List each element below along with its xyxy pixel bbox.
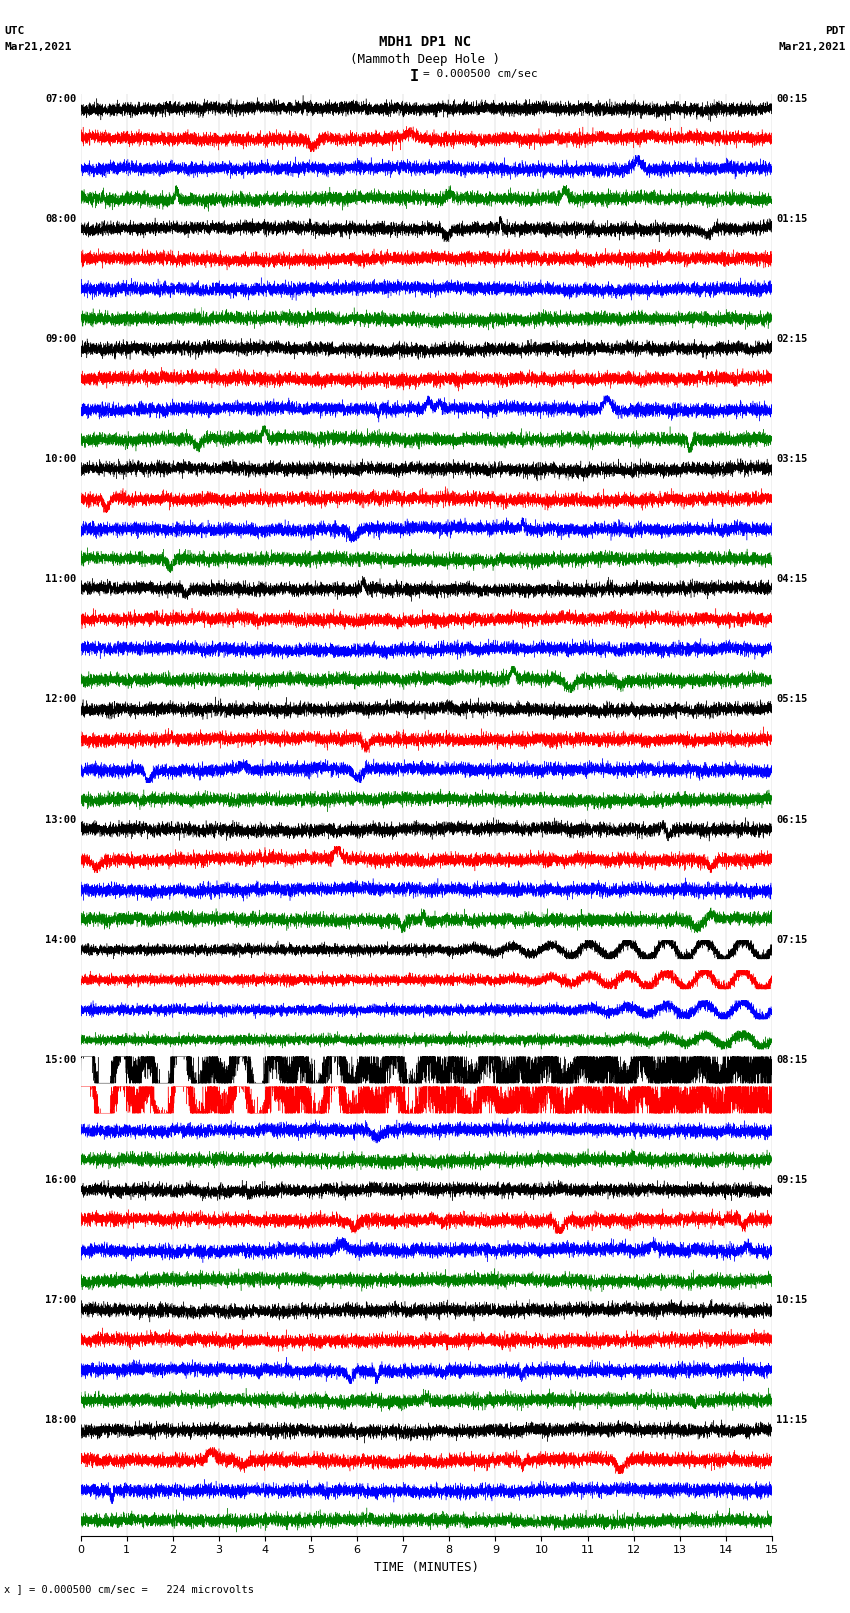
Text: 03:15: 03:15: [776, 455, 808, 465]
Text: = 0.000500 cm/sec: = 0.000500 cm/sec: [423, 69, 538, 79]
Text: 02:15: 02:15: [776, 334, 808, 344]
Text: 09:15: 09:15: [776, 1174, 808, 1186]
Text: (Mammoth Deep Hole ): (Mammoth Deep Hole ): [350, 53, 500, 66]
Text: Mar21,2021: Mar21,2021: [779, 42, 846, 52]
Text: 01:15: 01:15: [776, 215, 808, 224]
Text: 16:00: 16:00: [45, 1174, 76, 1186]
Text: 09:00: 09:00: [45, 334, 76, 344]
Text: 15:00: 15:00: [45, 1055, 76, 1065]
Text: 11:00: 11:00: [45, 574, 76, 584]
Text: MDH1 DP1 NC: MDH1 DP1 NC: [379, 35, 471, 50]
Text: 11:15: 11:15: [776, 1416, 808, 1426]
Text: 17:00: 17:00: [45, 1295, 76, 1305]
Text: 08:15: 08:15: [776, 1055, 808, 1065]
Text: 06:15: 06:15: [776, 815, 808, 824]
Text: 18:00: 18:00: [45, 1416, 76, 1426]
Text: 04:15: 04:15: [776, 574, 808, 584]
Text: 07:00: 07:00: [45, 94, 76, 103]
X-axis label: TIME (MINUTES): TIME (MINUTES): [374, 1561, 479, 1574]
Text: 07:15: 07:15: [776, 936, 808, 945]
Text: 12:00: 12:00: [45, 695, 76, 705]
Text: 13:00: 13:00: [45, 815, 76, 824]
Text: 14:00: 14:00: [45, 936, 76, 945]
Text: UTC: UTC: [4, 26, 25, 35]
Text: 05:15: 05:15: [776, 695, 808, 705]
Text: x ] = 0.000500 cm/sec =   224 microvolts: x ] = 0.000500 cm/sec = 224 microvolts: [4, 1584, 254, 1594]
Text: I: I: [411, 69, 419, 84]
Text: 10:00: 10:00: [45, 455, 76, 465]
Text: 10:15: 10:15: [776, 1295, 808, 1305]
Text: 08:00: 08:00: [45, 215, 76, 224]
Text: 00:15: 00:15: [776, 94, 808, 103]
Text: PDT: PDT: [825, 26, 846, 35]
Text: Mar21,2021: Mar21,2021: [4, 42, 71, 52]
